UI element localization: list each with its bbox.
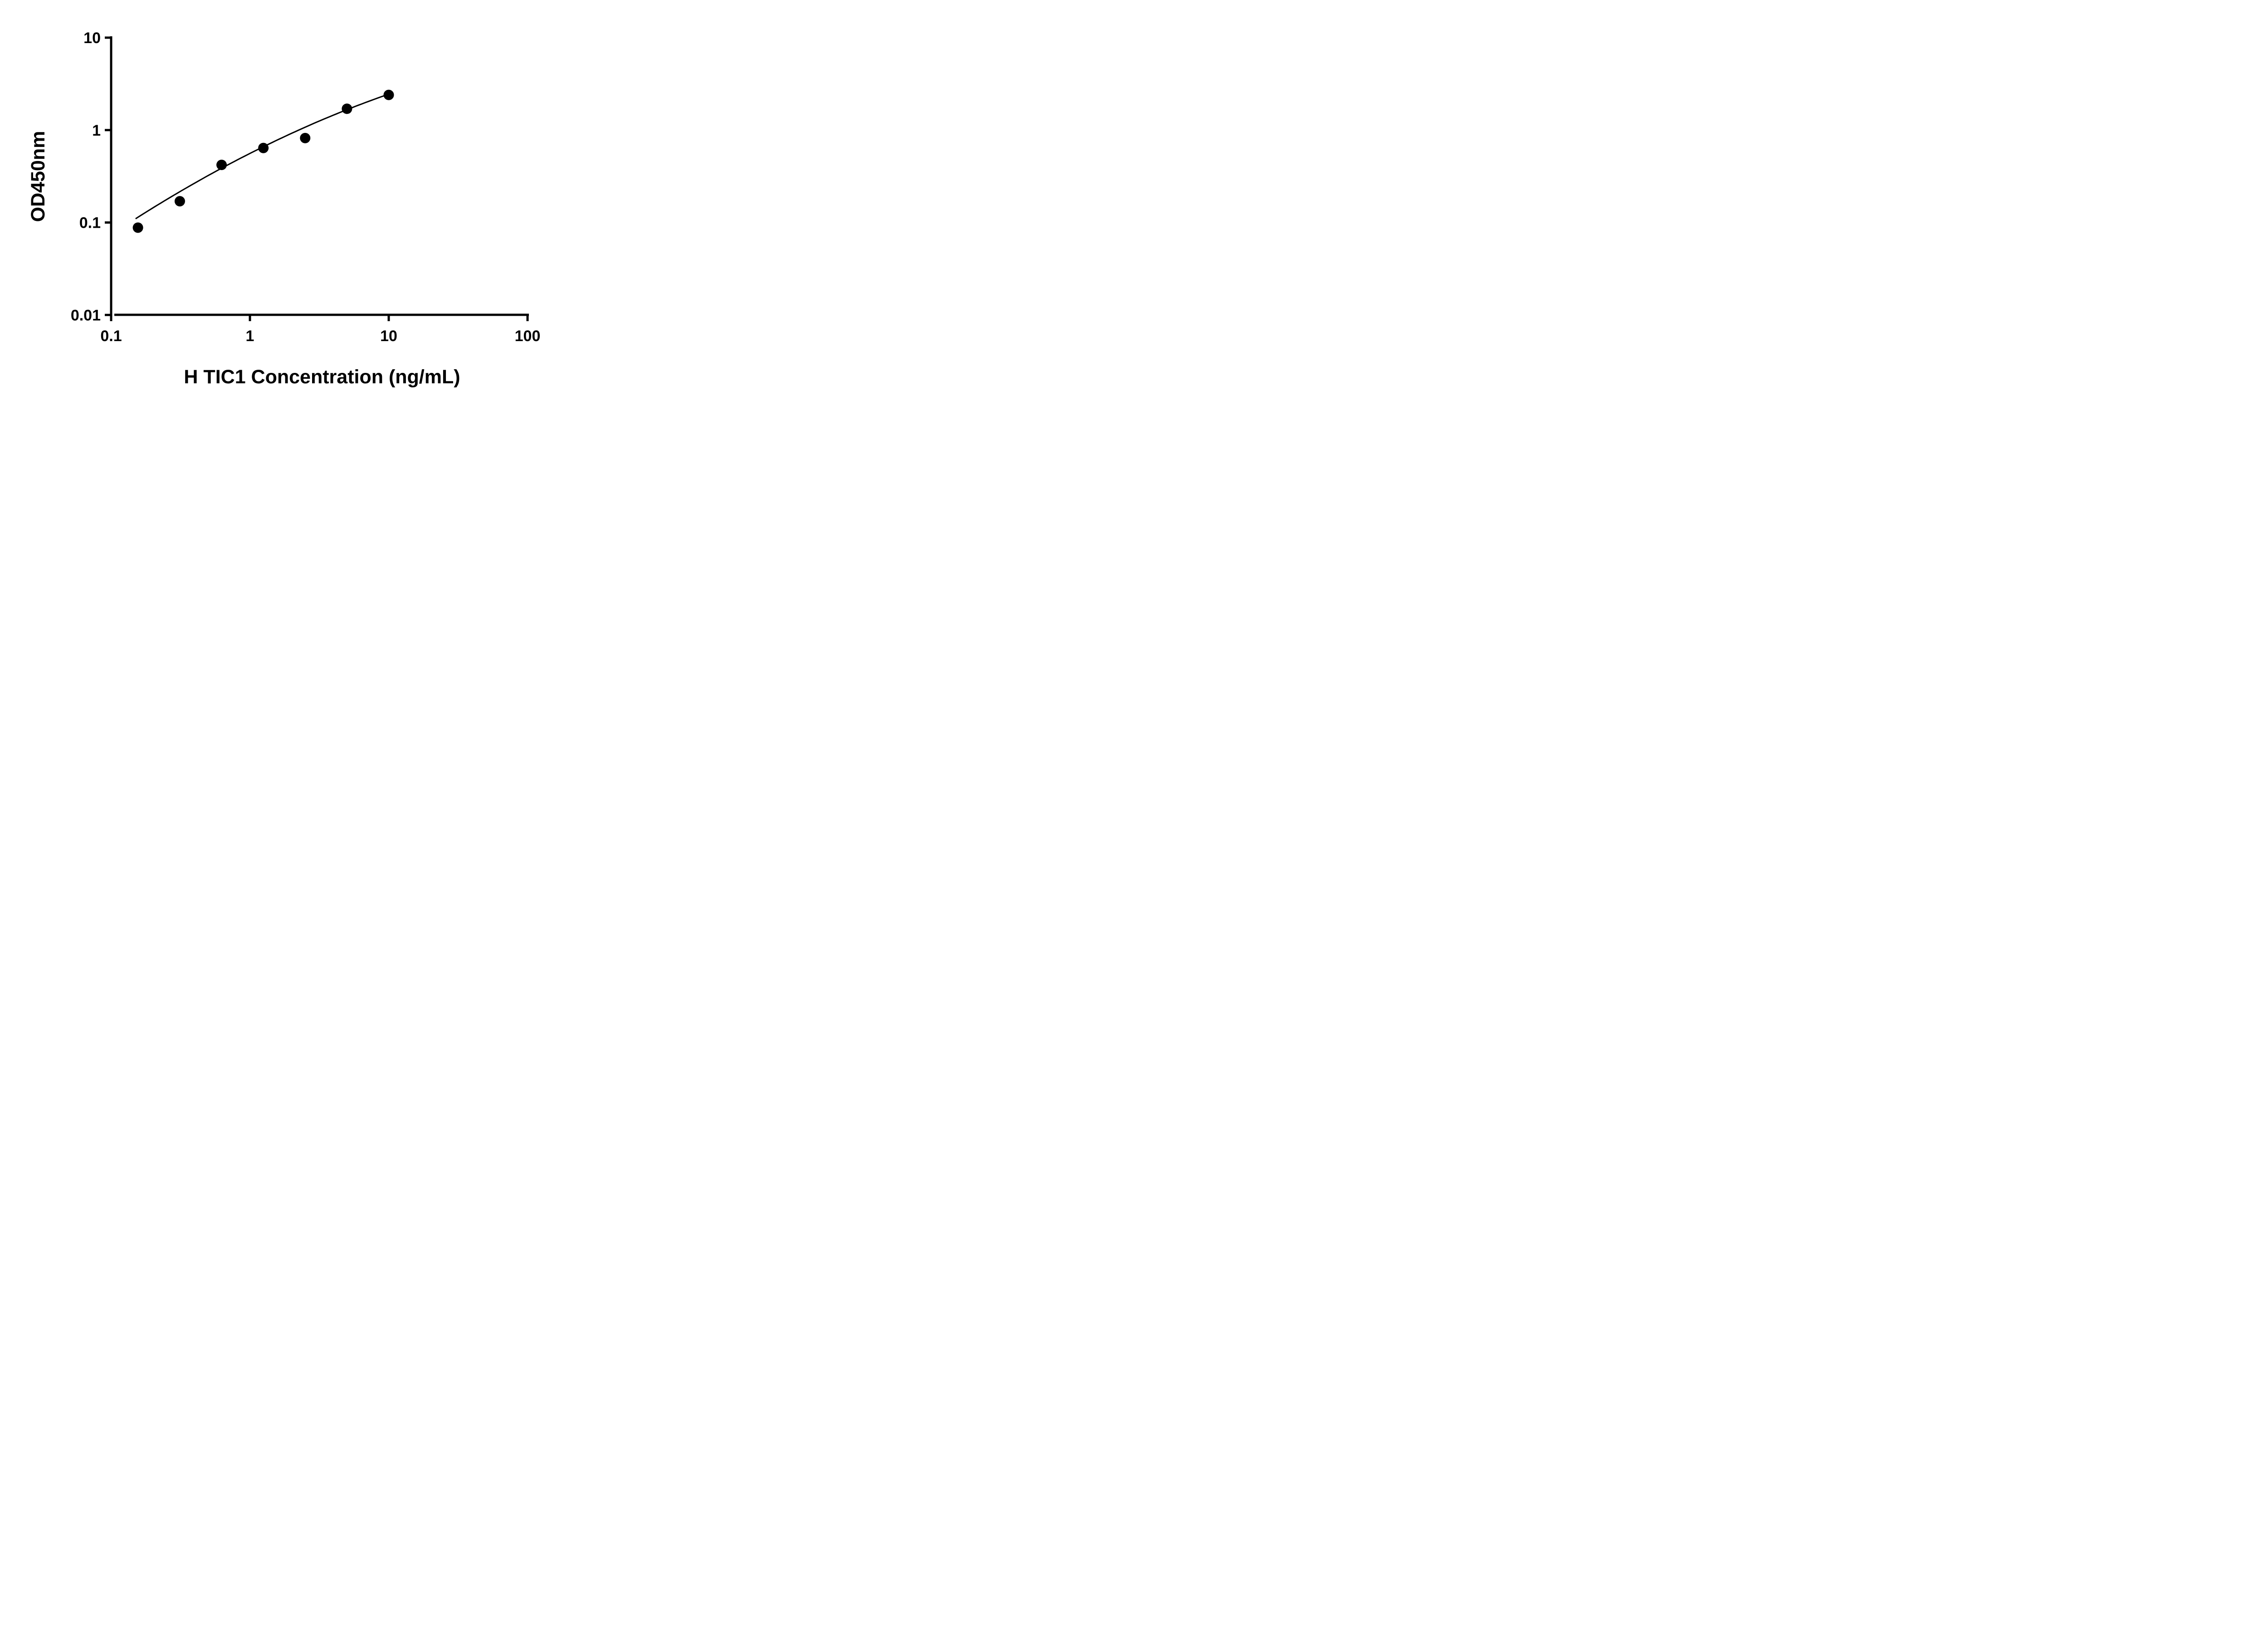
x-tick-label: 10 bbox=[380, 328, 397, 345]
x-tick-label: 1 bbox=[246, 328, 254, 345]
y-axis-ticks bbox=[105, 36, 111, 316]
data-point bbox=[174, 196, 185, 207]
trendline-curve bbox=[135, 93, 391, 220]
data-point bbox=[342, 103, 352, 114]
x-tick-label: 100 bbox=[515, 328, 541, 345]
y-tick-label: 0.1 bbox=[79, 215, 101, 232]
data-point bbox=[300, 132, 311, 143]
y-tick-label: 0.01 bbox=[71, 307, 101, 324]
data-point bbox=[383, 89, 394, 100]
x-axis-tick-labels: 0.1 1 10 100 bbox=[100, 328, 540, 345]
y-axis-tick-labels: 10 1 0.1 0.01 bbox=[71, 29, 101, 324]
y-tick-label: 1 bbox=[92, 122, 101, 139]
data-point bbox=[216, 160, 227, 171]
x-axis-title: H TIC1 Concentration (ng/mL) bbox=[184, 366, 460, 388]
data-point bbox=[258, 142, 269, 153]
elisa-standard-curve-chart: 0.1 1 10 100 10 1 0.1 0.01 H TIC1 Concentratio… bbox=[0, 0, 582, 408]
data-point bbox=[132, 222, 143, 233]
chart-canvas: 0.1 1 10 100 10 1 0.1 0.01 H TIC1 Concentratio… bbox=[27, 29, 540, 388]
y-axis-title: OD450nm bbox=[27, 131, 49, 222]
data-points bbox=[132, 89, 394, 233]
x-tick-label: 0.1 bbox=[100, 328, 122, 345]
y-tick-label: 10 bbox=[83, 29, 101, 47]
